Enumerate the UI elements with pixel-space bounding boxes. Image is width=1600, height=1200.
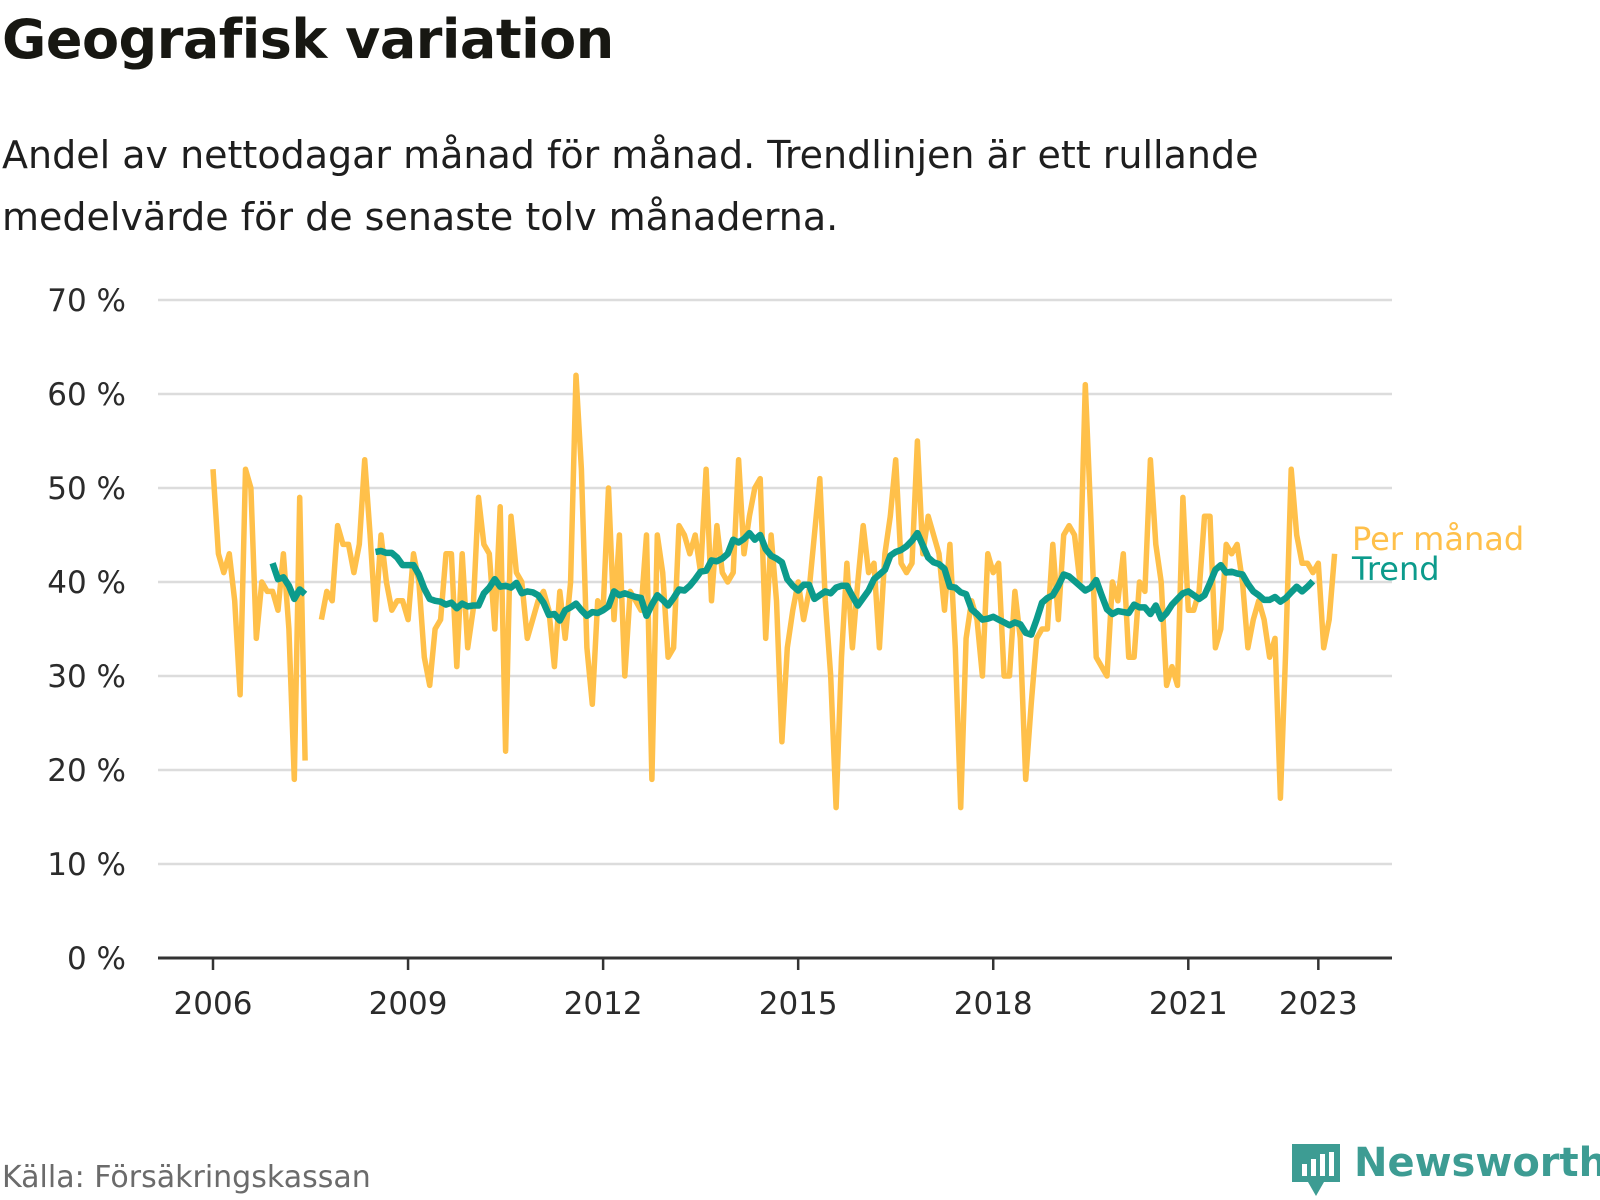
x-tick-label: 2006 [174, 986, 253, 1022]
source-note: Källa: Försäkringskassan [2, 1160, 371, 1195]
chart-title: Geografisk variation [2, 8, 614, 71]
x-tick-label: 2021 [1149, 986, 1228, 1022]
brand-name: Newsworthy [1354, 1140, 1600, 1186]
y-tick-label: 70 % [47, 283, 126, 319]
y-tick-label: 20 % [47, 753, 126, 789]
chart-subtitle: Andel av nettodagar månad för månad. Tre… [2, 133, 1259, 239]
y-tick-label: 50 % [47, 471, 126, 507]
x-tick-label: 2023 [1279, 986, 1358, 1022]
newsworthy-logo-icon [1292, 1144, 1340, 1196]
series-lines [210, 372, 1338, 811]
x-axis: 2006 2009 2012 2015 2018 2021 2023 [158, 956, 1392, 1022]
series-line-per-month [210, 466, 308, 783]
series-line-trend [374, 529, 1316, 638]
series-label-trend: Trend [1351, 550, 1440, 588]
y-tick-label: 0 % [67, 941, 126, 977]
y-tick-label: 60 % [47, 377, 126, 413]
y-axis-ticks: 0 % 10 % 20 % 30 % 40 % 50 % 60 % 70 % [47, 283, 126, 977]
series-line-per-month [318, 372, 1338, 811]
series-line-trend [269, 562, 308, 603]
y-tick-label: 10 % [47, 847, 126, 883]
x-tick-label: 2009 [369, 986, 448, 1022]
series-label-per-month: Per månad [1352, 520, 1524, 558]
y-tick-label: 40 % [47, 565, 126, 601]
x-tick-label: 2018 [954, 986, 1033, 1022]
y-tick-label: 30 % [47, 659, 126, 695]
x-tick-label: 2015 [759, 986, 838, 1022]
x-tick-label: 2012 [564, 986, 643, 1022]
brand-logo[interactable]: Newsworthy [1290, 1138, 1600, 1198]
